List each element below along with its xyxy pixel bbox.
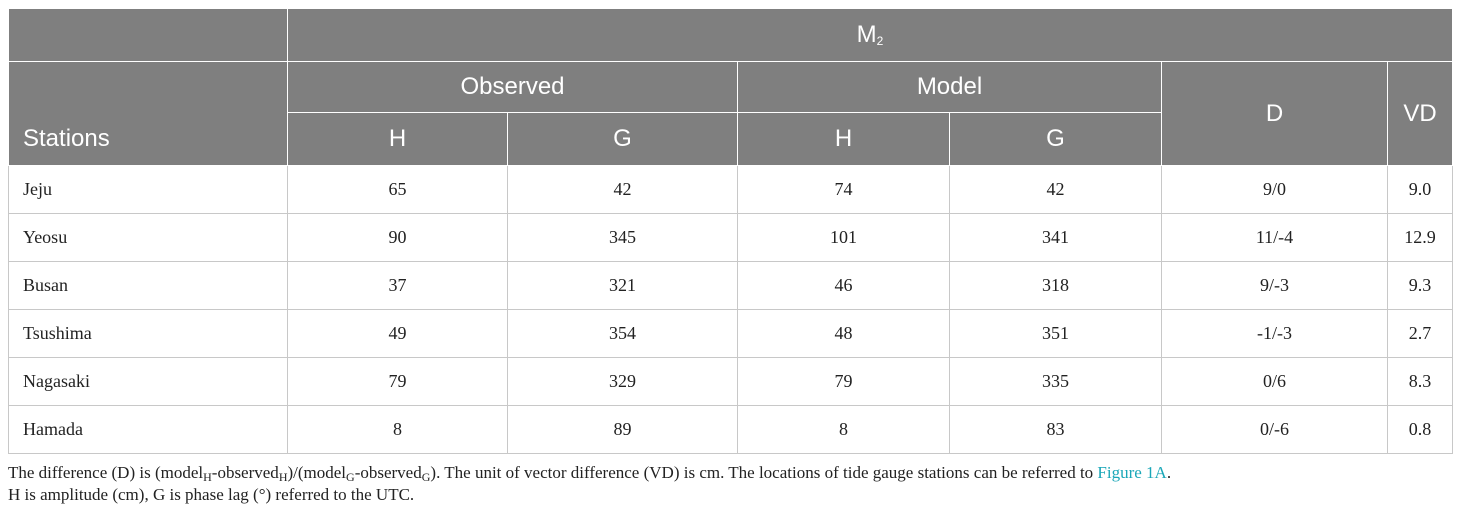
model-h-value: 8 [737,405,950,454]
model-h-value: 79 [737,357,950,406]
table-row: Hamada 8 89 8 83 0/-6 0.8 [8,405,1454,454]
model-h-value: 74 [737,165,950,214]
observed-h-value: 65 [287,165,508,214]
d-value: 0/-6 [1161,405,1388,454]
observed-h-value: 8 [287,405,508,454]
d-value: 11/-4 [1161,213,1388,262]
footnote-line-2: H is amplitude (cm), G is phase lag (°) … [8,485,415,504]
d-value: 0/6 [1161,357,1388,406]
header-constituent: M2 [286,8,1454,62]
observed-g-value: 42 [507,165,738,214]
header-observed: Observed [287,61,738,113]
vd-value: 9.3 [1386,261,1454,310]
model-h-value: 46 [737,261,950,310]
observed-h-value: 90 [287,213,508,262]
model-g-value: 318 [949,261,1162,310]
footnote-line-1: The difference (D) is (modelH-observedH)… [8,463,1172,484]
station-name: Tsushima [8,309,288,358]
station-name: Jeju [8,165,288,214]
observed-h-value: 37 [287,261,508,310]
header-observed-g: G [507,112,738,166]
header-model-g: G [949,112,1162,166]
observed-g-value: 329 [507,357,738,406]
table-row: Jeju 65 42 74 42 9/0 9.0 [8,165,1454,214]
station-name: Hamada [8,405,288,454]
header-vd: VD [1386,61,1454,166]
model-h-value: 101 [737,213,950,262]
vd-value: 0.8 [1386,405,1454,454]
d-value: -1/-3 [1161,309,1388,358]
header-observed-h: H [287,112,508,166]
figure-1a-link[interactable]: Figure 1A [1097,463,1167,482]
observed-h-value: 79 [287,357,508,406]
d-value: 9/-3 [1161,261,1388,310]
table-row: Tsushima 49 354 48 351 -1/-3 2.7 [8,309,1454,358]
table-container: M2 Stations Observed Model D VD H G H G … [8,8,1454,506]
header-stations: Stations [8,61,288,166]
table-row: Busan 37 321 46 318 9/-3 9.3 [8,261,1454,310]
observed-g-value: 354 [507,309,738,358]
vd-value: 12.9 [1386,213,1454,262]
observed-h-value: 49 [287,309,508,358]
model-g-value: 335 [949,357,1162,406]
header-d: D [1161,61,1388,166]
table-row: Nagasaki 79 329 79 335 0/6 8.3 [8,357,1454,406]
vd-value: 9.0 [1386,165,1454,214]
station-name: Yeosu [8,213,288,262]
station-name: Nagasaki [8,357,288,406]
model-h-value: 48 [737,309,950,358]
model-g-value: 83 [949,405,1162,454]
table-footnotes: The difference (D) is (modelH-observedH)… [8,462,1452,506]
model-g-value: 351 [949,309,1162,358]
observed-g-value: 89 [507,405,738,454]
observed-g-value: 321 [507,261,738,310]
header-blank [8,8,288,62]
station-name: Busan [8,261,288,310]
model-g-value: 341 [949,213,1162,262]
header-model-h: H [737,112,950,166]
tide-comparison-table: M2 Stations Observed Model D VD H G H G … [8,8,1454,454]
vd-value: 2.7 [1386,309,1454,358]
d-value: 9/0 [1161,165,1388,214]
model-g-value: 42 [949,165,1162,214]
observed-g-value: 345 [507,213,738,262]
header-model: Model [737,61,1162,113]
vd-value: 8.3 [1386,357,1454,406]
table-row: Yeosu 90 345 101 341 11/-4 12.9 [8,213,1454,262]
